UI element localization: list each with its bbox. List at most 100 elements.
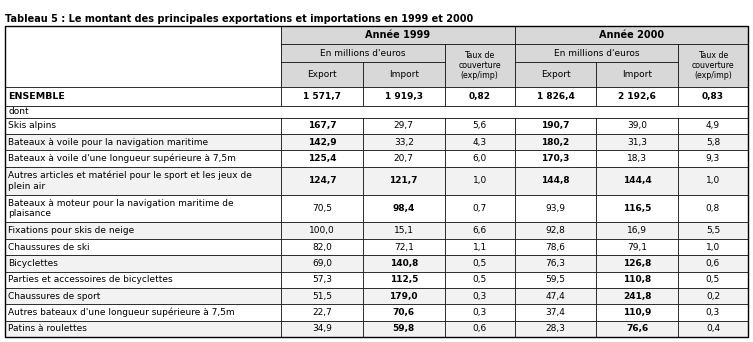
Text: 1,1: 1,1 bbox=[472, 242, 486, 251]
Bar bbox=[444, 134, 514, 150]
Bar bbox=[514, 44, 678, 62]
Text: 57,3: 57,3 bbox=[312, 275, 332, 284]
Text: 78,6: 78,6 bbox=[545, 242, 566, 251]
Text: 79,1: 79,1 bbox=[627, 242, 647, 251]
Bar bbox=[514, 150, 596, 167]
Text: 47,4: 47,4 bbox=[546, 292, 566, 301]
Text: Import: Import bbox=[389, 70, 419, 79]
Text: 9,3: 9,3 bbox=[706, 154, 720, 163]
Bar bbox=[281, 321, 363, 337]
Bar bbox=[363, 321, 444, 337]
Bar bbox=[678, 239, 748, 255]
Text: 1 919,3: 1 919,3 bbox=[385, 92, 422, 101]
Bar bbox=[281, 118, 363, 134]
Text: 2 192,6: 2 192,6 bbox=[618, 92, 656, 101]
Text: 51,5: 51,5 bbox=[312, 292, 332, 301]
Bar bbox=[444, 321, 514, 337]
Text: 1,0: 1,0 bbox=[706, 242, 720, 251]
Text: 69,0: 69,0 bbox=[312, 259, 332, 268]
Text: 142,9: 142,9 bbox=[308, 138, 337, 147]
Text: 76,3: 76,3 bbox=[545, 259, 566, 268]
Bar bbox=[444, 272, 514, 288]
Bar bbox=[678, 167, 748, 195]
Bar bbox=[678, 288, 748, 304]
Bar bbox=[514, 321, 596, 337]
Text: 110,8: 110,8 bbox=[623, 275, 651, 284]
Bar bbox=[363, 222, 444, 239]
Text: 124,7: 124,7 bbox=[308, 176, 337, 185]
Bar bbox=[514, 255, 596, 272]
Text: 72,1: 72,1 bbox=[394, 242, 413, 251]
Bar bbox=[5, 255, 281, 272]
Bar bbox=[596, 222, 678, 239]
Bar bbox=[5, 118, 281, 134]
Text: 16,9: 16,9 bbox=[627, 226, 647, 235]
Text: 6,6: 6,6 bbox=[472, 226, 486, 235]
Bar bbox=[363, 288, 444, 304]
Bar bbox=[5, 272, 281, 288]
Text: 0,2: 0,2 bbox=[706, 292, 720, 301]
Text: 180,2: 180,2 bbox=[541, 138, 569, 147]
Bar bbox=[514, 118, 596, 134]
Text: 20,7: 20,7 bbox=[394, 154, 413, 163]
Bar bbox=[444, 239, 514, 255]
Text: 241,8: 241,8 bbox=[623, 292, 651, 301]
Bar bbox=[363, 134, 444, 150]
Bar bbox=[5, 239, 281, 255]
Bar bbox=[363, 118, 444, 134]
Text: 121,7: 121,7 bbox=[389, 176, 418, 185]
Bar bbox=[444, 44, 514, 87]
Text: 1,0: 1,0 bbox=[706, 176, 720, 185]
Text: 70,6: 70,6 bbox=[392, 308, 415, 317]
Bar bbox=[514, 304, 596, 321]
Bar bbox=[5, 222, 281, 239]
Text: 82,0: 82,0 bbox=[312, 242, 332, 251]
Text: Chaussures de sport: Chaussures de sport bbox=[8, 292, 100, 301]
Text: 93,9: 93,9 bbox=[545, 204, 566, 213]
Bar bbox=[281, 195, 363, 222]
Bar bbox=[596, 239, 678, 255]
Bar bbox=[596, 195, 678, 222]
Text: 140,8: 140,8 bbox=[389, 259, 418, 268]
Bar bbox=[678, 222, 748, 239]
Text: Année 1999: Année 1999 bbox=[365, 30, 431, 40]
Text: Autres bateaux d'une longueur supérieure à 7,5m: Autres bateaux d'une longueur supérieure… bbox=[8, 308, 235, 317]
Text: 59,5: 59,5 bbox=[545, 275, 566, 284]
Bar bbox=[5, 26, 281, 87]
Text: 0,6: 0,6 bbox=[472, 324, 486, 333]
Text: 5,6: 5,6 bbox=[472, 121, 486, 130]
Text: 125,4: 125,4 bbox=[308, 154, 337, 163]
Text: 6,0: 6,0 bbox=[472, 154, 486, 163]
Text: 116,5: 116,5 bbox=[623, 204, 651, 213]
Bar bbox=[363, 272, 444, 288]
Bar bbox=[363, 150, 444, 167]
Bar bbox=[281, 288, 363, 304]
Text: Import: Import bbox=[622, 70, 652, 79]
Text: 4,9: 4,9 bbox=[706, 121, 720, 130]
Text: Bateaux à moteur pour la navigation maritime de
plaisance: Bateaux à moteur pour la navigation mari… bbox=[8, 199, 233, 218]
Text: 39,0: 39,0 bbox=[627, 121, 647, 130]
Bar bbox=[444, 304, 514, 321]
Bar bbox=[281, 255, 363, 272]
Text: 0,6: 0,6 bbox=[706, 259, 720, 268]
Bar bbox=[514, 272, 596, 288]
Bar bbox=[514, 62, 596, 87]
Text: Fixations pour skis de neige: Fixations pour skis de neige bbox=[8, 226, 134, 235]
Bar bbox=[281, 239, 363, 255]
Text: Bateaux à voile pour la navigation maritime: Bateaux à voile pour la navigation marit… bbox=[8, 138, 208, 147]
Bar bbox=[363, 239, 444, 255]
Text: 33,2: 33,2 bbox=[394, 138, 413, 147]
Text: 167,7: 167,7 bbox=[308, 121, 337, 130]
Text: 179,0: 179,0 bbox=[389, 292, 418, 301]
Text: 0,82: 0,82 bbox=[468, 92, 491, 101]
Text: Patins à roulettes: Patins à roulettes bbox=[8, 324, 87, 333]
Bar bbox=[5, 195, 281, 222]
Bar bbox=[514, 134, 596, 150]
Bar bbox=[5, 134, 281, 150]
Bar bbox=[363, 304, 444, 321]
Bar bbox=[5, 150, 281, 167]
Bar bbox=[514, 26, 748, 44]
Bar bbox=[5, 321, 281, 337]
Bar bbox=[444, 222, 514, 239]
Text: Export: Export bbox=[307, 70, 337, 79]
